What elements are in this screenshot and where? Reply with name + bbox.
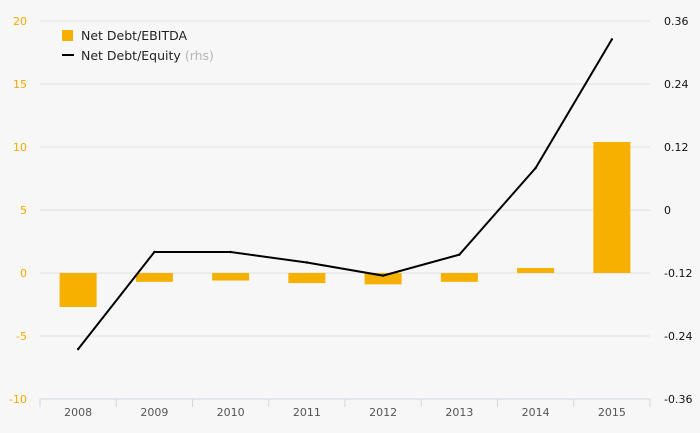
line-point-2009 [153,250,156,254]
y-left-tick-label: -10 [9,393,27,406]
y-left-tick-label: -5 [16,330,27,343]
line-point-2012 [381,274,385,277]
y-left-tick-label: 20 [13,15,27,28]
legend-label-net-debt-ebitda: Net Debt/EBITDA [81,28,187,43]
x-tick-label: 2015 [598,406,626,419]
bar-2009 [135,273,173,282]
x-tick-label: 2014 [522,406,550,419]
line-point-2014 [534,166,537,170]
bar-2010 [212,273,250,281]
y-right-tick-label: 0.24 [664,78,689,91]
legend-label-rhs: (rhs) [185,48,214,63]
bar-2013 [440,273,478,282]
line-point-2015 [610,38,614,41]
bar-2011 [288,273,326,284]
x-tick-label: 2013 [445,406,473,419]
line-point-2011 [305,261,309,264]
legend: Net Debt/EBITDA Net Debt/Equity (rhs) [62,28,214,63]
y-left-tick-label: 15 [13,78,27,91]
y-right-tick-label: 0.36 [664,15,689,28]
y-right-tick-label: 0.12 [664,141,689,154]
legend-label-main: Net Debt/Equity [81,48,181,63]
bar-2008 [59,273,97,308]
legend-label-net-debt-equity: Net Debt/Equity (rhs) [81,48,214,63]
x-tick-label: 2011 [293,406,321,419]
y-right-tick-label: 0 [664,204,671,217]
y-left-tick-label: 10 [13,141,27,154]
x-tick-label: 2009 [140,406,168,419]
bar-series-net-debt-ebitda [59,141,631,308]
bar-2014 [517,267,555,273]
y-right-tick-label: -0.24 [664,330,692,343]
bar-2015 [593,141,631,273]
y-right-tick-label: -0.36 [664,393,692,406]
line-point-2010 [229,250,232,254]
axes: -10 -5 0 5 10 15 20 -0.36 -0.24 -0.12 0 0.12 0.24 0.3… [9,15,692,419]
gridlines [40,20,650,337]
y-left-tick-label: 0 [20,267,27,280]
line-series-net-debt-equity [76,38,614,351]
line-net-debt-equity [77,38,613,350]
line-point-2013 [458,253,461,256]
x-tick-label: 2008 [64,406,92,419]
legend-swatch-bar [62,30,73,41]
y-right-tick-label: -0.12 [664,267,692,280]
bar-2012 [364,273,402,285]
line-point-2008 [76,347,80,351]
y-left-tick-label: 5 [20,204,27,217]
x-tick-label: 2012 [369,406,397,419]
x-tick-label: 2010 [217,406,245,419]
